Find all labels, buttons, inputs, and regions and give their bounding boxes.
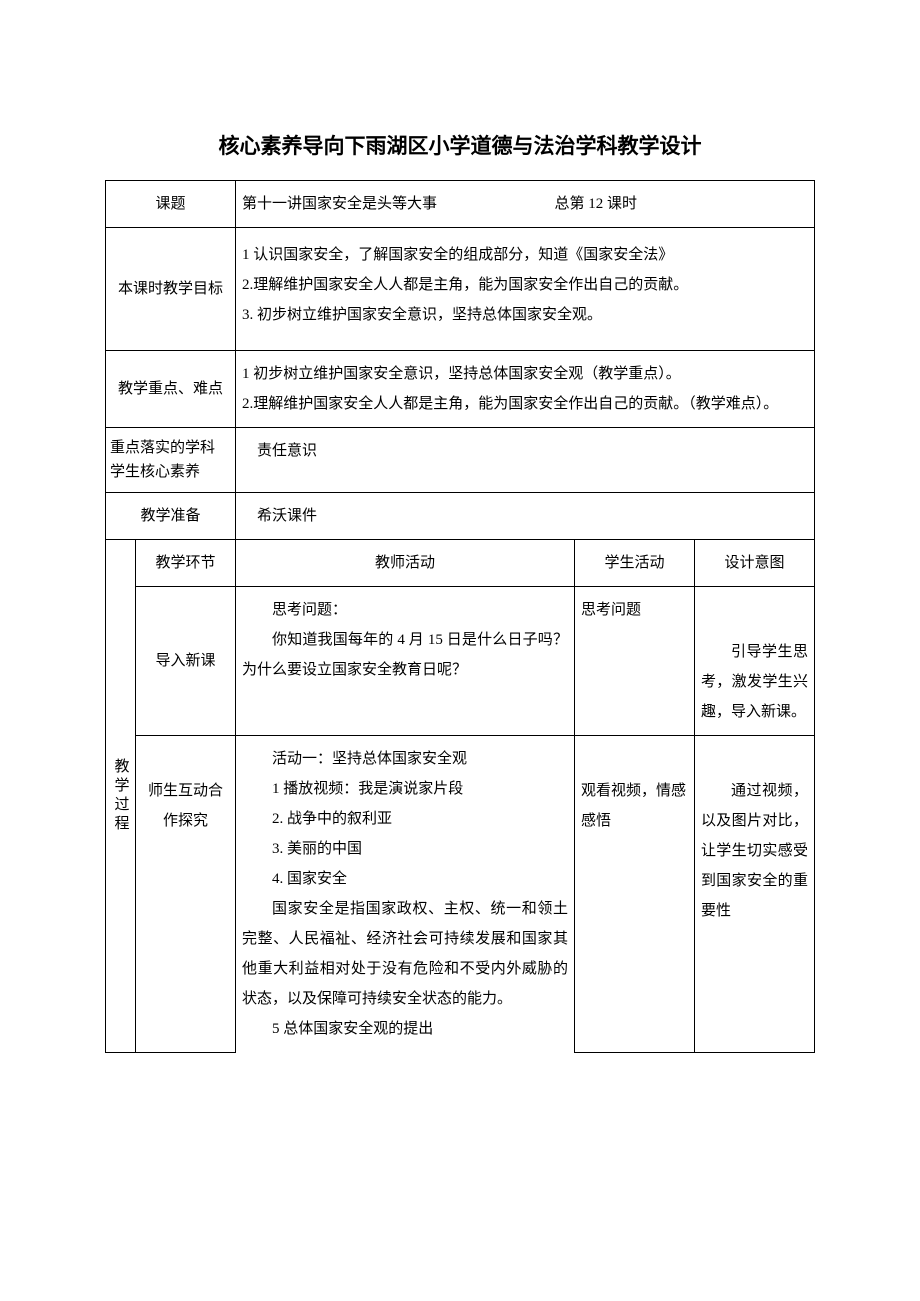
intro-teacher-l2: 你知道我国每年的 4 月 15 日是什么日子吗？为什么要设立国家安全教育日呢？ [242, 625, 568, 685]
interact-l3: 2. 战争中的叙利亚 [242, 804, 568, 834]
intro-teacher: 思考问题： 你知道我国每年的 4 月 15 日是什么日子吗？为什么要设立国家安全… [236, 587, 575, 736]
interact-l7: 5 总体国家安全观的提出 [242, 1014, 568, 1044]
interact-l4: 3. 美丽的中国 [242, 834, 568, 864]
header-design: 设计意图 [694, 540, 814, 587]
interact-teacher: 活动一：坚持总体国家安全观 1 播放视频：我是演说家片段 2. 战争中的叙利亚 … [236, 736, 575, 1053]
table-row: 教学准备 希沃课件 [106, 493, 815, 540]
page-title: 核心素养导向下雨湖区小学道德与法治学科教学设计 [105, 130, 815, 160]
interact-student: 观看视频，情感感悟 [574, 736, 694, 1053]
interact-l2: 1 播放视频：我是演说家片段 [242, 774, 568, 804]
competency-content: 责任意识 [236, 428, 815, 493]
table-row: 重点落实的学科学生核心素养 责任意识 [106, 428, 815, 493]
interact-design: 通过视频，以及图片对比，让学生切实感受到国家安全的重要性 [694, 736, 814, 1053]
table-row: 教学过程 教学环节 教师活动 学生活动 设计意图 [106, 540, 815, 587]
goals-label: 本课时教学目标 [106, 228, 236, 351]
topic-left: 第十一讲国家安全是头等大事 [242, 196, 437, 212]
keypoints-label: 教学重点、难点 [106, 351, 236, 428]
interact-l6: 国家安全是指国家政权、主权、统一和领土完整、人民福祉、经济社会可持续发展和国家其… [242, 894, 568, 1014]
intro-student: 思考问题 [574, 587, 694, 736]
topic-content: 第十一讲国家安全是头等大事 总第 12 课时 [236, 181, 815, 228]
process-label: 教学过程 [106, 540, 136, 1053]
topic-label: 课题 [106, 181, 236, 228]
keypoints-content: 1 初步树立维护国家安全意识，坚持总体国家安全观（教学重点）。 2.理解维护国家… [236, 351, 815, 428]
goals-content: 1 认识国家安全，了解国家安全的组成部分，知道《国家安全法》 2.理解维护国家安… [236, 228, 815, 351]
intro-teacher-l1: 思考问题： [242, 595, 568, 625]
interact-step: 师生互动合作探究 [136, 736, 236, 1053]
table-row: 师生互动合作探究 活动一：坚持总体国家安全观 1 播放视频：我是演说家片段 2.… [106, 736, 815, 1053]
interact-l1: 活动一：坚持总体国家安全观 [242, 744, 568, 774]
table-row: 教学重点、难点 1 初步树立维护国家安全意识，坚持总体国家安全观（教学重点）。 … [106, 351, 815, 428]
header-student: 学生活动 [574, 540, 694, 587]
table-row: 导入新课 思考问题： 你知道我国每年的 4 月 15 日是什么日子吗？为什么要设… [106, 587, 815, 736]
prep-label: 教学准备 [106, 493, 236, 540]
table-row: 本课时教学目标 1 认识国家安全，了解国家安全的组成部分，知道《国家安全法》 2… [106, 228, 815, 351]
competency-label: 重点落实的学科学生核心素养 [106, 428, 236, 493]
intro-step: 导入新课 [136, 587, 236, 736]
topic-right: 总第 12 课时 [555, 196, 638, 212]
table-row: 课题 第十一讲国家安全是头等大事 总第 12 课时 [106, 181, 815, 228]
header-teacher: 教师活动 [236, 540, 575, 587]
lesson-plan-table: 课题 第十一讲国家安全是头等大事 总第 12 课时 本课时教学目标 1 认识国家… [105, 180, 815, 1053]
prep-content: 希沃课件 [236, 493, 815, 540]
header-step: 教学环节 [136, 540, 236, 587]
intro-design: 引导学生思考，激发学生兴趣，导入新课。 [694, 587, 814, 736]
interact-l5: 4. 国家安全 [242, 864, 568, 894]
